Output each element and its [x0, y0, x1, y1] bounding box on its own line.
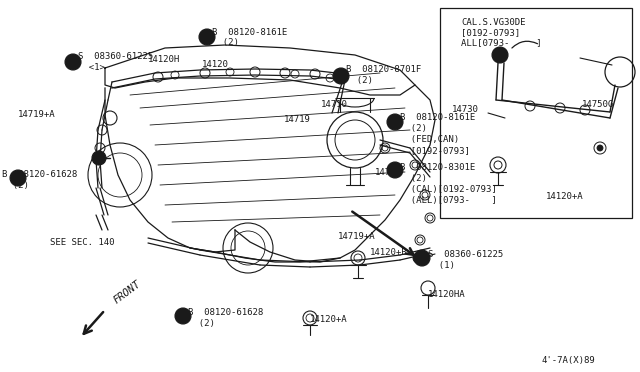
Text: 14120HA: 14120HA	[428, 290, 466, 299]
Text: [0192-0793]: [0192-0793]	[400, 146, 470, 155]
Circle shape	[387, 114, 403, 130]
Text: S: S	[420, 253, 424, 263]
Circle shape	[199, 29, 215, 45]
Text: 14120+B: 14120+B	[370, 248, 408, 257]
Text: (2): (2)	[212, 38, 239, 47]
Text: B: B	[16, 173, 20, 183]
Text: 14120H: 14120H	[148, 55, 180, 64]
Circle shape	[597, 145, 603, 151]
Text: B: B	[180, 311, 186, 321]
Text: 14719+A: 14719+A	[338, 232, 376, 241]
Text: (2): (2)	[400, 174, 427, 183]
Text: 14730: 14730	[452, 105, 479, 114]
Text: [0192-0793]: [0192-0793]	[461, 28, 520, 37]
Text: (2): (2)	[400, 124, 427, 133]
Text: 14120: 14120	[202, 60, 229, 69]
Text: B  08120-61628: B 08120-61628	[188, 308, 263, 317]
Text: (CAL)[0192-0793]: (CAL)[0192-0793]	[400, 185, 497, 194]
Text: S  08360-61225: S 08360-61225	[428, 250, 503, 259]
Text: B: B	[393, 118, 397, 126]
Text: B  08120-8301E: B 08120-8301E	[400, 163, 476, 172]
Circle shape	[175, 308, 191, 324]
Circle shape	[492, 47, 508, 63]
Circle shape	[65, 54, 81, 70]
Text: B: B	[393, 166, 397, 174]
Text: (2): (2)	[346, 76, 373, 85]
Text: 4'-7A(X)89: 4'-7A(X)89	[542, 356, 596, 365]
Circle shape	[10, 170, 26, 186]
Text: 14120+A: 14120+A	[546, 192, 584, 201]
Text: 14719+A: 14719+A	[18, 110, 56, 119]
Text: FRONT: FRONT	[112, 279, 143, 306]
Text: 14719: 14719	[375, 168, 402, 177]
Text: (2): (2)	[188, 319, 215, 328]
Text: 14120+A: 14120+A	[310, 315, 348, 324]
Circle shape	[333, 68, 349, 84]
Text: ALL[0793-     ]: ALL[0793- ]	[461, 38, 541, 47]
Text: B  08120-8161E: B 08120-8161E	[212, 28, 287, 37]
Text: (2): (2)	[2, 181, 29, 190]
Text: CAL.S.VG30DE: CAL.S.VG30DE	[461, 18, 525, 27]
Bar	[440, 8, 632, 218]
Text: 14750G: 14750G	[582, 100, 614, 109]
Circle shape	[92, 151, 106, 165]
Text: B: B	[205, 32, 209, 42]
Text: B  08120-8701F: B 08120-8701F	[346, 65, 421, 74]
Text: S: S	[70, 58, 76, 67]
Text: B  08120-61628: B 08120-61628	[2, 170, 77, 179]
Text: (ALL)[0793-    ]: (ALL)[0793- ]	[400, 196, 497, 205]
Text: B: B	[339, 71, 343, 80]
Text: S  08360-61225: S 08360-61225	[78, 52, 153, 61]
Circle shape	[387, 162, 403, 178]
Circle shape	[413, 253, 423, 263]
Text: <1>: <1>	[78, 63, 105, 72]
Text: B  08120-8161E: B 08120-8161E	[400, 113, 476, 122]
Circle shape	[414, 250, 430, 266]
Text: (FED,CAN): (FED,CAN)	[400, 135, 459, 144]
Text: (1): (1)	[428, 261, 455, 270]
Text: SEE SEC. 140: SEE SEC. 140	[50, 238, 115, 247]
Text: 14719: 14719	[284, 115, 311, 124]
Text: 14710: 14710	[321, 100, 348, 109]
